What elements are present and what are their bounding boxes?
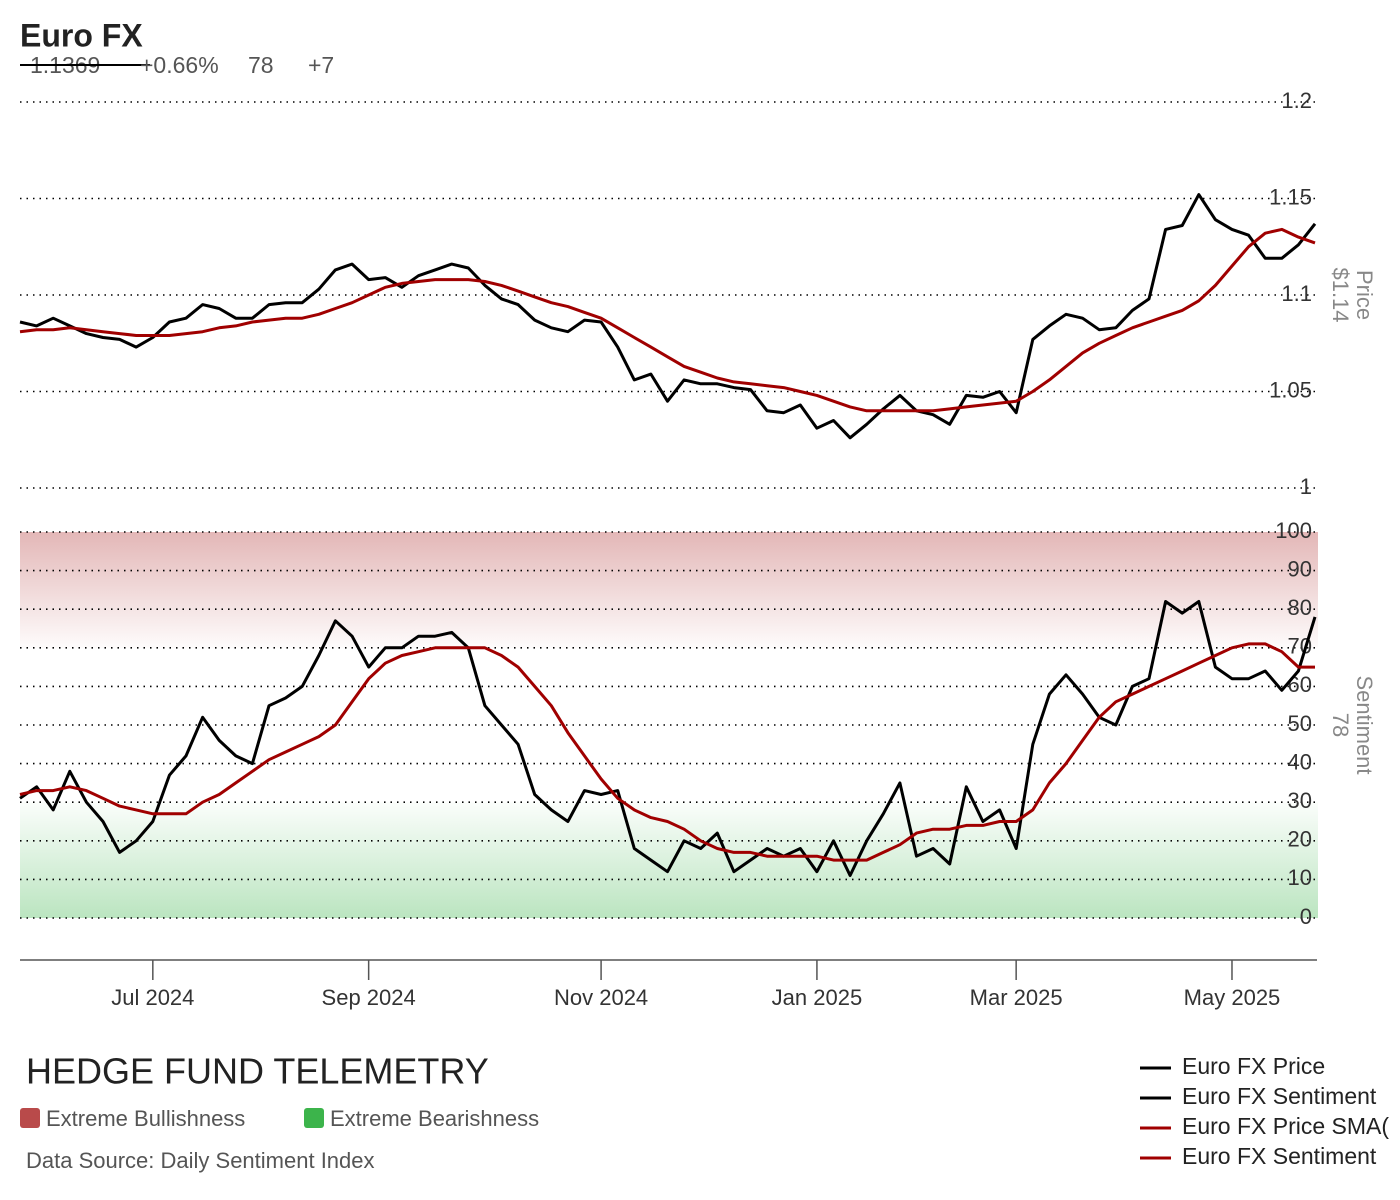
y-tick-label: 10 xyxy=(1288,865,1312,890)
legend-swatch xyxy=(20,1108,40,1128)
series-line xyxy=(19,642,1315,862)
legend-swatch xyxy=(304,1108,324,1128)
y-tick-label: 1 xyxy=(1300,474,1312,499)
legend-entry: Euro FX Sentiment xyxy=(1182,1143,1377,1169)
y-axis-last: 78 xyxy=(1328,713,1353,737)
y-tick-label: 0 xyxy=(1300,904,1312,929)
x-tick-label: Sep 2024 xyxy=(322,985,416,1010)
sentiment-change: +7 xyxy=(308,52,334,78)
y-tick-label: 1.1 xyxy=(1281,281,1312,306)
zone xyxy=(20,532,1318,648)
legend-label: Extreme Bearishness xyxy=(330,1106,539,1131)
y-tick-label: 1.2 xyxy=(1281,88,1312,113)
x-tick-label: Jan 2025 xyxy=(772,985,863,1010)
legend-entry: Euro FX Sentiment xyxy=(1182,1083,1377,1109)
y-tick-label: 90 xyxy=(1288,556,1312,581)
y-tick-label: 30 xyxy=(1288,788,1312,813)
x-tick-label: Jul 2024 xyxy=(111,985,194,1010)
zone xyxy=(20,802,1318,918)
price-change: +0.66% xyxy=(140,52,219,78)
x-tick-label: Mar 2025 xyxy=(970,985,1063,1010)
legend-entry: Euro FX Price SMA( xyxy=(1182,1113,1389,1139)
chart-title: Euro FX xyxy=(20,17,143,53)
legend-entry: Euro FX Price xyxy=(1182,1053,1325,1079)
brand: HEDGE FUND TELEMETRY xyxy=(26,1051,489,1092)
series-line xyxy=(19,227,1316,413)
x-tick-label: Nov 2024 xyxy=(554,985,648,1010)
y-tick-label: 1.15 xyxy=(1269,184,1312,209)
y-tick-label: 100 xyxy=(1275,518,1312,543)
y-tick-label: 40 xyxy=(1288,749,1312,774)
y-tick-label: 60 xyxy=(1288,672,1312,697)
legend-label: Extreme Bullishness xyxy=(46,1106,245,1131)
y-axis-label: Sentiment xyxy=(1352,675,1377,774)
y-tick-label: 50 xyxy=(1288,711,1312,736)
data-source: Data Source: Daily Sentiment Index xyxy=(26,1148,375,1173)
series-line xyxy=(19,193,1317,440)
y-tick-label: 20 xyxy=(1288,827,1312,852)
last-sentiment: 78 xyxy=(248,52,274,78)
x-tick-label: May 2025 xyxy=(1184,985,1281,1010)
y-tick-label: 1.05 xyxy=(1269,377,1312,402)
y-tick-label: 80 xyxy=(1288,595,1312,620)
y-axis-last: $1.14 xyxy=(1328,267,1353,322)
y-axis-label: Price xyxy=(1352,270,1377,320)
